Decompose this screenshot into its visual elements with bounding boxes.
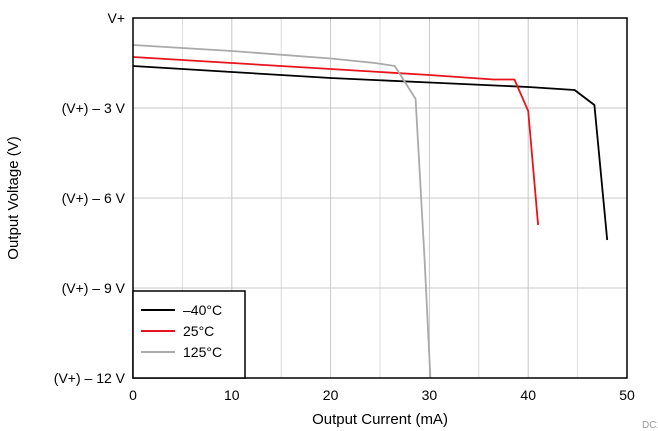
y-tick-label: (V+) – 12 V — [54, 370, 126, 386]
x-tick-label: 0 — [129, 387, 137, 403]
plot-frame — [132, 17, 628, 379]
series-line-2 — [132, 44, 432, 379]
x-axis-label: Output Current (mA) — [312, 411, 448, 428]
legend-label: –40°C — [183, 302, 222, 318]
x-tick-label: 30 — [422, 387, 438, 403]
y-tick-label: (V+) – 6 V — [62, 190, 126, 206]
y-tick-label: (V+) – 3 V — [62, 100, 126, 116]
x-tick-label: 20 — [323, 387, 339, 403]
legend-label: 125°C — [183, 344, 222, 360]
x-tick-label: 40 — [520, 387, 536, 403]
legend-label: 25°C — [183, 323, 214, 339]
data-lines — [132, 44, 609, 379]
x-tick-label: 10 — [224, 387, 240, 403]
legend: –40°C 25°C 125°C — [132, 290, 246, 379]
watermark: DC13 — [642, 420, 658, 431]
series-line-1 — [132, 56, 539, 226]
x-tick-label: 50 — [619, 387, 635, 403]
x-tick-labels: 0 10 20 30 40 50 — [129, 387, 635, 403]
legend-box — [132, 290, 246, 379]
series-line-0 — [132, 65, 609, 241]
y-tick-label: (V+) – 9 V — [62, 280, 126, 296]
y-axis-label: Output Voltage (V) — [5, 136, 22, 259]
y-tick-labels: V+ (V+) – 3 V (V+) – 6 V (V+) – 9 V (V+) – 1… — [54, 10, 126, 386]
y-tick-label: V+ — [107, 10, 125, 26]
